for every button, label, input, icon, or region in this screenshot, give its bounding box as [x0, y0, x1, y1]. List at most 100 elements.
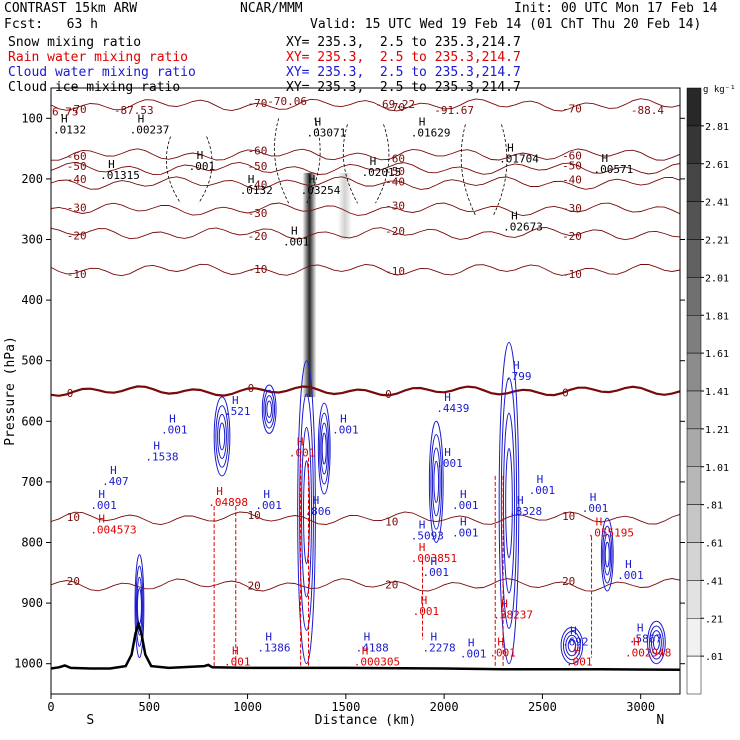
y-tick-label: 600	[21, 414, 43, 428]
high-marker: H	[596, 515, 603, 528]
cloud-water-contour	[430, 434, 443, 530]
isotherm-label: -50	[385, 165, 405, 178]
cloud-water-contour	[500, 377, 518, 629]
isotherm-label: 20	[562, 575, 575, 588]
extremum-value-label: .407	[102, 475, 129, 488]
x-tick-label: 1000	[233, 700, 262, 714]
cloud-water-contour	[299, 393, 314, 631]
cloud-water-contour	[321, 432, 327, 465]
isotherm-line	[50, 385, 681, 397]
extremum-value-label: .003851	[411, 552, 457, 565]
isotherm-label: -40	[385, 176, 405, 189]
high-marker: H	[507, 142, 514, 155]
extremum-value-label: .001	[283, 236, 310, 249]
isotherm-label: 0	[67, 387, 74, 400]
high-marker: H	[431, 555, 438, 568]
extremum-value-label: .001	[617, 569, 644, 582]
isotherm-label: -30	[248, 207, 268, 220]
isotherm-label: -60	[248, 145, 268, 158]
extremum-value-label: .01629	[411, 126, 451, 139]
cloud-water-contour	[319, 412, 330, 485]
colorbar-unit: g kg⁻¹	[703, 85, 736, 95]
y-tick-label: 700	[21, 475, 43, 489]
high-marker: H	[574, 645, 581, 658]
header-fcst: Fcst: 63 h	[4, 17, 98, 32]
cloud-water-contour	[135, 565, 144, 647]
colorbar-tick-label: 2.81	[705, 122, 729, 133]
header-init: Init: 00 UTC Mon 17 Feb 14	[514, 1, 718, 16]
colorbar-tick-label: 1.21	[705, 425, 729, 436]
colorbar-swatch	[686, 580, 702, 619]
cloud-water-contour	[505, 448, 513, 559]
extremum-value-label: .001	[224, 656, 251, 669]
colorbar-swatch	[686, 125, 702, 164]
cloud-ice-contour	[460, 124, 508, 216]
cloud-water-contour	[433, 460, 440, 504]
header-org: NCAR/MMM	[240, 1, 303, 16]
isotherm-line	[50, 511, 681, 526]
isotherm-line	[50, 263, 681, 277]
high-marker: H	[419, 518, 426, 531]
x-tick-label: 2000	[430, 700, 459, 714]
colorbar-tick-label: 1.81	[705, 311, 729, 322]
isotherm-line	[50, 202, 681, 217]
snow-shading-column	[337, 172, 352, 240]
field-name-snow: Snow mixing ratio	[8, 35, 142, 50]
cloud-water-contour	[213, 396, 231, 477]
isotherm-label: 20	[385, 578, 398, 591]
high-marker: H	[263, 488, 270, 501]
extremum-value-label: .001	[255, 499, 281, 512]
field-xy-snow: XY= 235.3, 2.5 to 235.3,214.7	[286, 35, 521, 50]
high-marker: H	[248, 173, 255, 186]
cloud-water-contour	[301, 426, 312, 598]
isotherm-label: 10	[248, 509, 261, 522]
isotherm-label: -20	[562, 230, 582, 243]
x-tick-label: 1500	[331, 700, 360, 714]
cloud-water-contour	[303, 460, 311, 565]
high-marker: H	[313, 494, 320, 507]
isotherm-label: -60	[562, 149, 582, 162]
extremum-value-label: 6.75	[52, 105, 79, 118]
field-name-cloud-water: Cloud water mixing ratio	[8, 65, 196, 80]
colorbar-tick-label: 2.41	[705, 198, 729, 209]
isotherm-label: -60	[385, 153, 405, 166]
isotherm-label: -50	[562, 160, 582, 173]
extremum-value-label: .001	[413, 605, 440, 618]
high-marker: H	[232, 645, 239, 658]
isotherm-value-label: -87.53	[114, 104, 154, 117]
colorbar-tick-label: 1.41	[705, 387, 729, 398]
extremum-value-label: .2278	[423, 642, 456, 655]
colorbar-swatch	[686, 277, 702, 316]
colorbar-tick-label: .21	[705, 614, 723, 625]
cloud-water-contour	[560, 626, 584, 665]
extremum-value-label: .001	[452, 499, 479, 512]
colorbar-tick-label: 2.61	[705, 160, 729, 171]
isotherm-label: 0	[248, 382, 255, 395]
extremum-value-label: .04898	[208, 496, 248, 509]
high-marker: H	[370, 155, 377, 168]
snow-shading-column	[302, 172, 317, 398]
isotherm-label: -40	[562, 173, 582, 186]
isotherm-label: -60	[67, 150, 87, 163]
extremum-value-label: .001	[436, 457, 463, 470]
x-axis-label: Distance (km)	[315, 713, 417, 728]
colorbar-swatch	[686, 315, 702, 354]
colorbar-tick-label: .41	[705, 576, 723, 587]
isotherm-line	[50, 227, 681, 241]
high-marker: H	[444, 391, 451, 404]
extremum-value-label: .01315	[100, 169, 140, 182]
cloud-water-contour	[498, 342, 520, 665]
isotherm-label: -70	[385, 101, 405, 114]
colorbar-swatch	[686, 163, 702, 202]
cloud-ice-contour	[274, 118, 321, 204]
high-marker: H	[108, 158, 115, 171]
cloud-water-contour	[297, 360, 316, 665]
y-tick-label: 200	[21, 172, 43, 186]
extremum-value-label: .03254	[301, 184, 341, 197]
colorbar-tick-label: 2.01	[705, 273, 729, 284]
cloud-water-contour	[266, 400, 273, 418]
cloud-water-contour	[428, 420, 444, 543]
colorbar-swatch	[686, 201, 702, 240]
y-tick-label: 1000	[14, 657, 43, 671]
colorbar-tick-label: .01	[705, 652, 723, 663]
